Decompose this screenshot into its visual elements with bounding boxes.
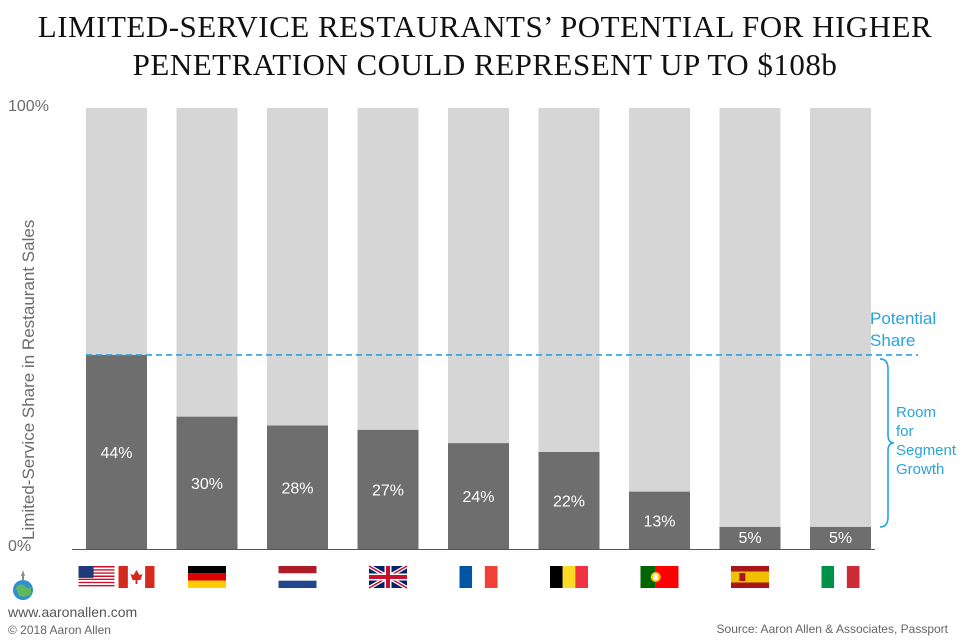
room-line-1: Room xyxy=(896,404,937,421)
bar-2 xyxy=(267,425,328,549)
data-label-2: 28% xyxy=(281,480,313,497)
bar-1 xyxy=(176,416,238,549)
flag-be-icon xyxy=(550,566,588,588)
chart-title-line-1: LIMITED-SERVICE RESTAURANTS’ POTENTIAL F… xyxy=(37,9,933,44)
room-line-3: Segment xyxy=(896,442,957,459)
flag-pt-icon xyxy=(640,566,679,588)
chart-title-line-2: PENETRATION COULD REPRESENT UP TO $108b xyxy=(132,47,838,82)
bar-6 xyxy=(629,491,690,549)
data-label-6: 13% xyxy=(643,513,675,530)
flag-it-icon xyxy=(821,566,860,588)
data-label-8: 5% xyxy=(829,530,852,547)
bar-0 xyxy=(86,354,147,549)
data-label-1: 30% xyxy=(191,476,223,493)
flag-de-icon xyxy=(188,566,226,588)
flag-fr-icon xyxy=(459,566,498,588)
flag-gb-icon xyxy=(367,564,409,590)
room-for-growth-label: Room for Segment Growth xyxy=(896,403,956,479)
flag-es-icon xyxy=(731,566,769,588)
bar-background-6 xyxy=(629,108,690,549)
room-line-4: Growth xyxy=(896,461,945,478)
bar-4 xyxy=(448,443,509,549)
data-label-5: 22% xyxy=(553,493,585,510)
bar-background-8 xyxy=(810,108,871,549)
flag-ca-icon xyxy=(118,566,155,588)
aaron-allen-logo-icon xyxy=(10,568,36,607)
bar-3 xyxy=(357,429,419,549)
y-tick-0: 0% xyxy=(8,538,32,555)
data-label-4: 24% xyxy=(462,489,494,506)
bar-5 xyxy=(538,451,600,549)
bar-8 xyxy=(810,526,871,549)
data-label-0: 44% xyxy=(100,445,132,462)
potential-share-line-2: Share xyxy=(870,331,916,350)
data-label-7: 5% xyxy=(738,530,761,547)
flag-us-icon xyxy=(78,566,115,588)
y-tick-100: 100% xyxy=(8,98,49,115)
bar-7 xyxy=(719,526,781,549)
footer-source: Source: Aaron Allen & Associates, Passpo… xyxy=(716,622,948,636)
bar-background-7 xyxy=(719,108,781,549)
potential-share-label: Potential Share xyxy=(870,308,936,352)
room-line-2: for xyxy=(896,423,914,440)
potential-share-line-1: Potential xyxy=(870,309,937,328)
chart-title: LIMITED-SERVICE RESTAURANTS’ POTENTIAL F… xyxy=(0,8,970,84)
footer-copyright: © 2018 Aaron Allen xyxy=(8,623,111,637)
data-label-3: 27% xyxy=(372,482,404,499)
growth-brace xyxy=(879,358,895,528)
flag-nl-icon xyxy=(278,566,317,588)
footer-website-link[interactable]: www.aaronallen.com xyxy=(8,604,138,620)
